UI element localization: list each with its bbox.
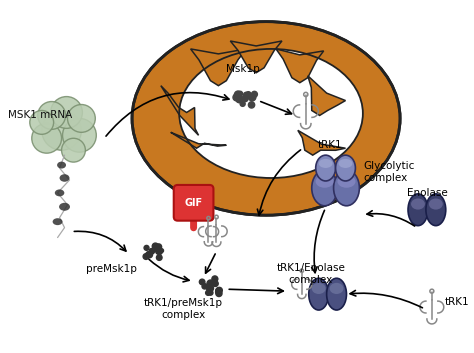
Ellipse shape bbox=[411, 198, 425, 210]
Polygon shape bbox=[171, 132, 227, 148]
Polygon shape bbox=[191, 49, 246, 86]
Circle shape bbox=[30, 110, 54, 134]
Text: tRK1: tRK1 bbox=[318, 140, 342, 150]
Polygon shape bbox=[308, 76, 346, 115]
Ellipse shape bbox=[132, 22, 400, 215]
Ellipse shape bbox=[179, 49, 363, 178]
Circle shape bbox=[208, 290, 213, 295]
Circle shape bbox=[155, 247, 159, 252]
Ellipse shape bbox=[426, 194, 446, 226]
Ellipse shape bbox=[334, 170, 359, 206]
Circle shape bbox=[216, 287, 222, 293]
Circle shape bbox=[202, 284, 207, 289]
Text: preMsk1p: preMsk1p bbox=[86, 264, 137, 274]
Circle shape bbox=[38, 102, 65, 129]
Ellipse shape bbox=[336, 155, 356, 181]
Ellipse shape bbox=[60, 174, 70, 182]
Circle shape bbox=[200, 279, 205, 285]
Circle shape bbox=[207, 280, 214, 287]
Ellipse shape bbox=[312, 283, 326, 294]
Text: MSK1 mRNA: MSK1 mRNA bbox=[8, 110, 72, 120]
Circle shape bbox=[32, 124, 62, 153]
Text: tRK1/Enolase
complex: tRK1/Enolase complex bbox=[276, 263, 345, 286]
Ellipse shape bbox=[55, 190, 64, 196]
Circle shape bbox=[251, 91, 257, 97]
Polygon shape bbox=[161, 86, 199, 135]
Circle shape bbox=[233, 94, 240, 101]
Circle shape bbox=[216, 291, 222, 297]
Circle shape bbox=[234, 91, 242, 98]
Ellipse shape bbox=[57, 162, 66, 169]
Circle shape bbox=[63, 118, 96, 152]
Circle shape bbox=[242, 95, 248, 102]
Circle shape bbox=[238, 91, 243, 96]
Circle shape bbox=[206, 290, 210, 295]
Ellipse shape bbox=[327, 278, 346, 310]
Ellipse shape bbox=[338, 159, 353, 168]
Circle shape bbox=[248, 102, 255, 108]
Ellipse shape bbox=[316, 175, 334, 188]
Text: tRK1: tRK1 bbox=[445, 297, 469, 307]
Circle shape bbox=[160, 249, 164, 253]
Ellipse shape bbox=[312, 170, 337, 206]
Circle shape bbox=[243, 92, 249, 98]
Circle shape bbox=[67, 104, 95, 132]
Circle shape bbox=[156, 244, 162, 250]
Circle shape bbox=[249, 95, 254, 100]
Circle shape bbox=[246, 92, 251, 97]
Circle shape bbox=[146, 252, 152, 257]
Ellipse shape bbox=[429, 198, 443, 210]
Circle shape bbox=[62, 138, 85, 162]
Ellipse shape bbox=[329, 283, 344, 294]
Circle shape bbox=[240, 101, 245, 106]
Circle shape bbox=[248, 94, 256, 101]
Polygon shape bbox=[276, 49, 324, 83]
Circle shape bbox=[157, 250, 162, 255]
Polygon shape bbox=[298, 130, 346, 155]
Circle shape bbox=[51, 97, 82, 128]
Circle shape bbox=[149, 249, 155, 254]
Ellipse shape bbox=[309, 278, 328, 310]
Circle shape bbox=[207, 285, 214, 292]
Circle shape bbox=[144, 245, 149, 250]
FancyBboxPatch shape bbox=[174, 185, 213, 221]
Circle shape bbox=[42, 110, 82, 150]
Text: tRK1/preMsk1p
complex: tRK1/preMsk1p complex bbox=[144, 298, 223, 320]
Polygon shape bbox=[230, 41, 282, 73]
Circle shape bbox=[143, 253, 149, 259]
Ellipse shape bbox=[316, 155, 336, 181]
Ellipse shape bbox=[59, 203, 70, 211]
Ellipse shape bbox=[408, 194, 428, 226]
Circle shape bbox=[236, 96, 242, 103]
Ellipse shape bbox=[319, 159, 333, 168]
Text: GIF: GIF bbox=[184, 198, 203, 208]
Text: Glycolytic
complex: Glycolytic complex bbox=[364, 161, 415, 183]
Text: Msk1p: Msk1p bbox=[227, 64, 260, 74]
Text: Enolase: Enolase bbox=[407, 188, 447, 198]
Circle shape bbox=[216, 288, 221, 293]
Circle shape bbox=[146, 252, 153, 258]
Circle shape bbox=[152, 243, 158, 249]
Ellipse shape bbox=[337, 175, 356, 188]
Circle shape bbox=[212, 281, 218, 286]
Circle shape bbox=[156, 255, 162, 261]
Circle shape bbox=[216, 289, 221, 295]
Circle shape bbox=[212, 276, 218, 282]
Circle shape bbox=[156, 249, 161, 254]
Ellipse shape bbox=[53, 218, 63, 225]
